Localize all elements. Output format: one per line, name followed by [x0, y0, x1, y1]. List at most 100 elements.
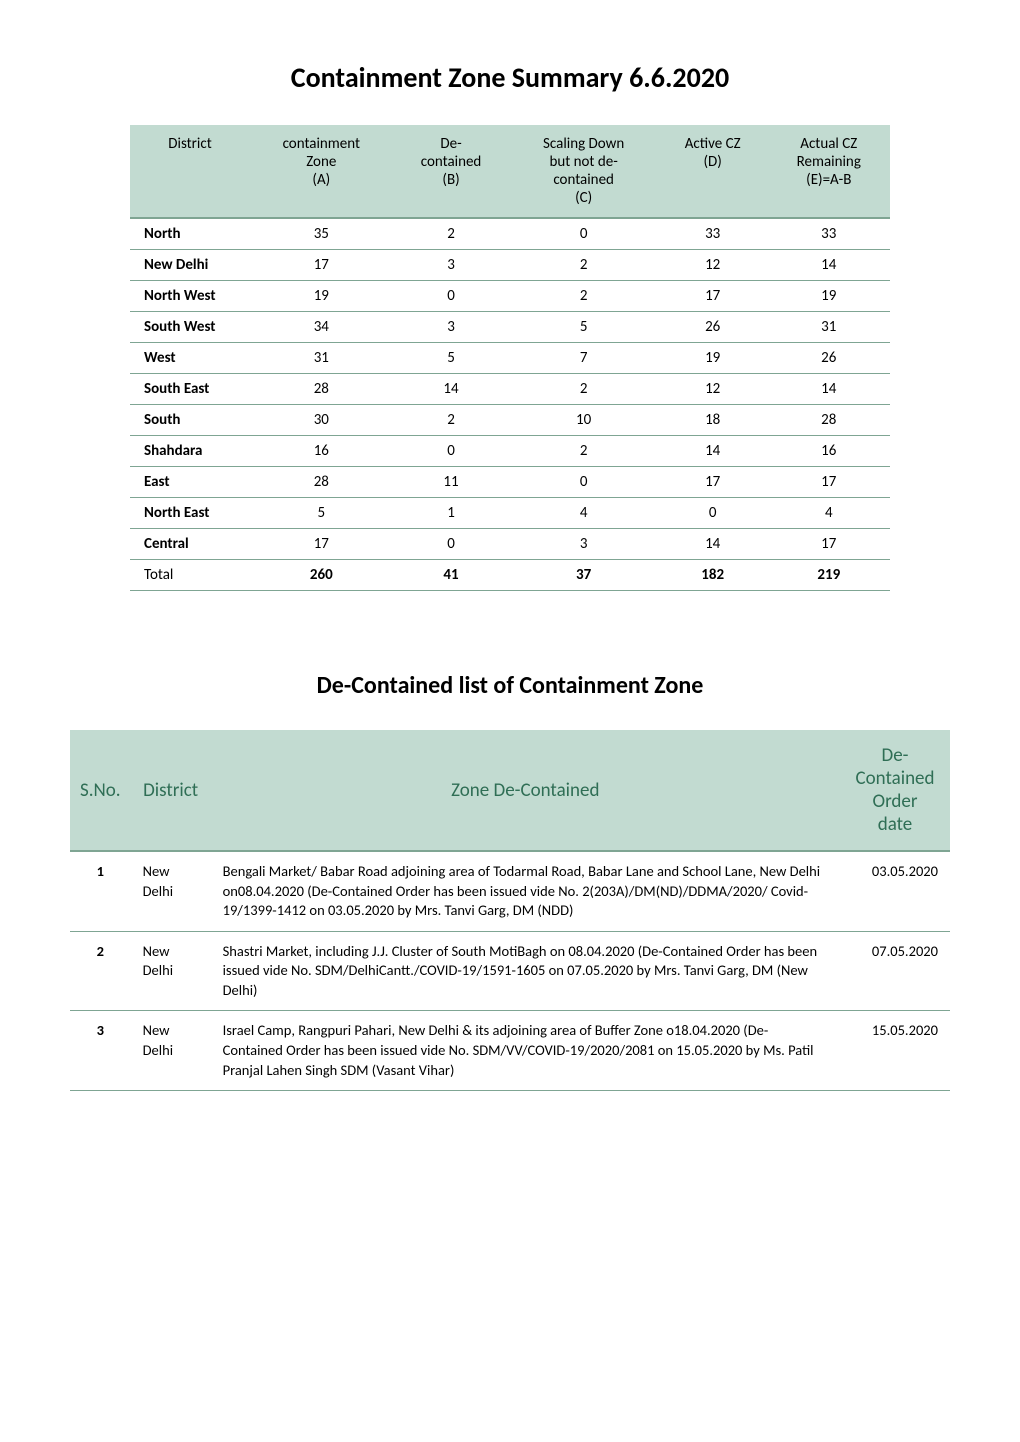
cell-b: 0	[393, 529, 510, 560]
cell-e: 4	[768, 498, 890, 529]
col-e: Actual CZRemaining(E)=A-B	[768, 125, 890, 218]
cell-d: 19	[658, 343, 768, 374]
cell-b: 0	[393, 281, 510, 312]
cell-d: 18	[658, 405, 768, 436]
cell-c: 2	[509, 281, 657, 312]
total-e: 219	[768, 560, 890, 591]
table-row: North35203333	[130, 218, 890, 250]
cell-district: NewDelhi	[131, 931, 211, 1011]
table-row: West31571926	[130, 343, 890, 374]
total-c: 37	[509, 560, 657, 591]
cell-e: 31	[768, 312, 890, 343]
decontained-header-row: S.No. District Zone De-Contained De-Cont…	[70, 730, 950, 851]
cell-d: 14	[658, 529, 768, 560]
district-name: West	[130, 343, 250, 374]
col-c: Scaling Downbut not de-contained(C)	[509, 125, 657, 218]
district-name: North	[130, 218, 250, 250]
district-name: East	[130, 467, 250, 498]
col-b: De-contained(B)	[393, 125, 510, 218]
cell-c: 2	[509, 250, 657, 281]
cell-d: 26	[658, 312, 768, 343]
total-row: Total2604137182219	[130, 560, 890, 591]
cell-zone: Israel Camp, Rangpuri Pahari, New Delhi …	[211, 1011, 840, 1091]
summary-table: District containmentZone(A) De-contained…	[130, 125, 890, 591]
cell-c: 0	[509, 467, 657, 498]
cell-b: 2	[393, 405, 510, 436]
cell-d: 12	[658, 250, 768, 281]
cell-a: 30	[250, 405, 393, 436]
col-date: De-ContainedOrderdate	[840, 730, 950, 851]
cell-d: 14	[658, 436, 768, 467]
table-row: Central17031417	[130, 529, 890, 560]
table-row: South West34352631	[130, 312, 890, 343]
district-name: South West	[130, 312, 250, 343]
col-a: containmentZone(A)	[250, 125, 393, 218]
table-row: Shahdara16021416	[130, 436, 890, 467]
cell-b: 14	[393, 374, 510, 405]
cell-date: 15.05.2020	[840, 1011, 950, 1091]
cell-b: 11	[393, 467, 510, 498]
cell-a: 31	[250, 343, 393, 374]
table-row: East281101717	[130, 467, 890, 498]
cell-b: 3	[393, 250, 510, 281]
cell-e: 33	[768, 218, 890, 250]
district-name: South East	[130, 374, 250, 405]
cell-e: 17	[768, 529, 890, 560]
cell-a: 28	[250, 467, 393, 498]
table-row: North East51404	[130, 498, 890, 529]
cell-c: 4	[509, 498, 657, 529]
col-sno: S.No.	[70, 730, 131, 851]
cell-e: 14	[768, 250, 890, 281]
cell-d: 0	[658, 498, 768, 529]
summary-header-row: District containmentZone(A) De-contained…	[130, 125, 890, 218]
total-a: 260	[250, 560, 393, 591]
cell-a: 19	[250, 281, 393, 312]
cell-district: NewDelhi	[131, 851, 211, 931]
cell-a: 28	[250, 374, 393, 405]
table-row: South302101828	[130, 405, 890, 436]
cell-b: 1	[393, 498, 510, 529]
cell-c: 2	[509, 374, 657, 405]
cell-b: 5	[393, 343, 510, 374]
decontained-title: De-Contained list of Containment Zone	[60, 671, 960, 700]
col-district: District	[130, 125, 250, 218]
cell-d: 12	[658, 374, 768, 405]
cell-date: 03.05.2020	[840, 851, 950, 931]
table-row: South East281421214	[130, 374, 890, 405]
district-name: Shahdara	[130, 436, 250, 467]
cell-zone: Bengali Market/ Babar Road adjoining are…	[211, 851, 840, 931]
district-name: South	[130, 405, 250, 436]
cell-district: NewDelhi	[131, 1011, 211, 1091]
table-row: North West19021719	[130, 281, 890, 312]
col-zone: Zone De-Contained	[211, 730, 840, 851]
decontained-table: S.No. District Zone De-Contained De-Cont…	[70, 730, 950, 1091]
cell-sno: 1	[70, 851, 131, 931]
cell-e: 16	[768, 436, 890, 467]
cell-a: 17	[250, 529, 393, 560]
cell-e: 19	[768, 281, 890, 312]
col-d: Active CZ(D)	[658, 125, 768, 218]
cell-a: 16	[250, 436, 393, 467]
cell-e: 14	[768, 374, 890, 405]
cell-d: 17	[658, 281, 768, 312]
cell-b: 0	[393, 436, 510, 467]
cell-c: 5	[509, 312, 657, 343]
district-name: Central	[130, 529, 250, 560]
total-d: 182	[658, 560, 768, 591]
cell-a: 34	[250, 312, 393, 343]
cell-date: 07.05.2020	[840, 931, 950, 1011]
cell-d: 33	[658, 218, 768, 250]
cell-c: 10	[509, 405, 657, 436]
cell-a: 17	[250, 250, 393, 281]
total-label: Total	[130, 560, 250, 591]
cell-a: 35	[250, 218, 393, 250]
table-row: 2NewDelhiShastri Market, including J.J. …	[70, 931, 950, 1011]
cell-c: 0	[509, 218, 657, 250]
cell-b: 2	[393, 218, 510, 250]
cell-e: 28	[768, 405, 890, 436]
table-row: 1NewDelhiBengali Market/ Babar Road adjo…	[70, 851, 950, 931]
table-row: 3NewDelhiIsrael Camp, Rangpuri Pahari, N…	[70, 1011, 950, 1091]
cell-c: 3	[509, 529, 657, 560]
cell-c: 2	[509, 436, 657, 467]
page-title: Containment Zone Summary 6.6.2020	[60, 60, 960, 95]
